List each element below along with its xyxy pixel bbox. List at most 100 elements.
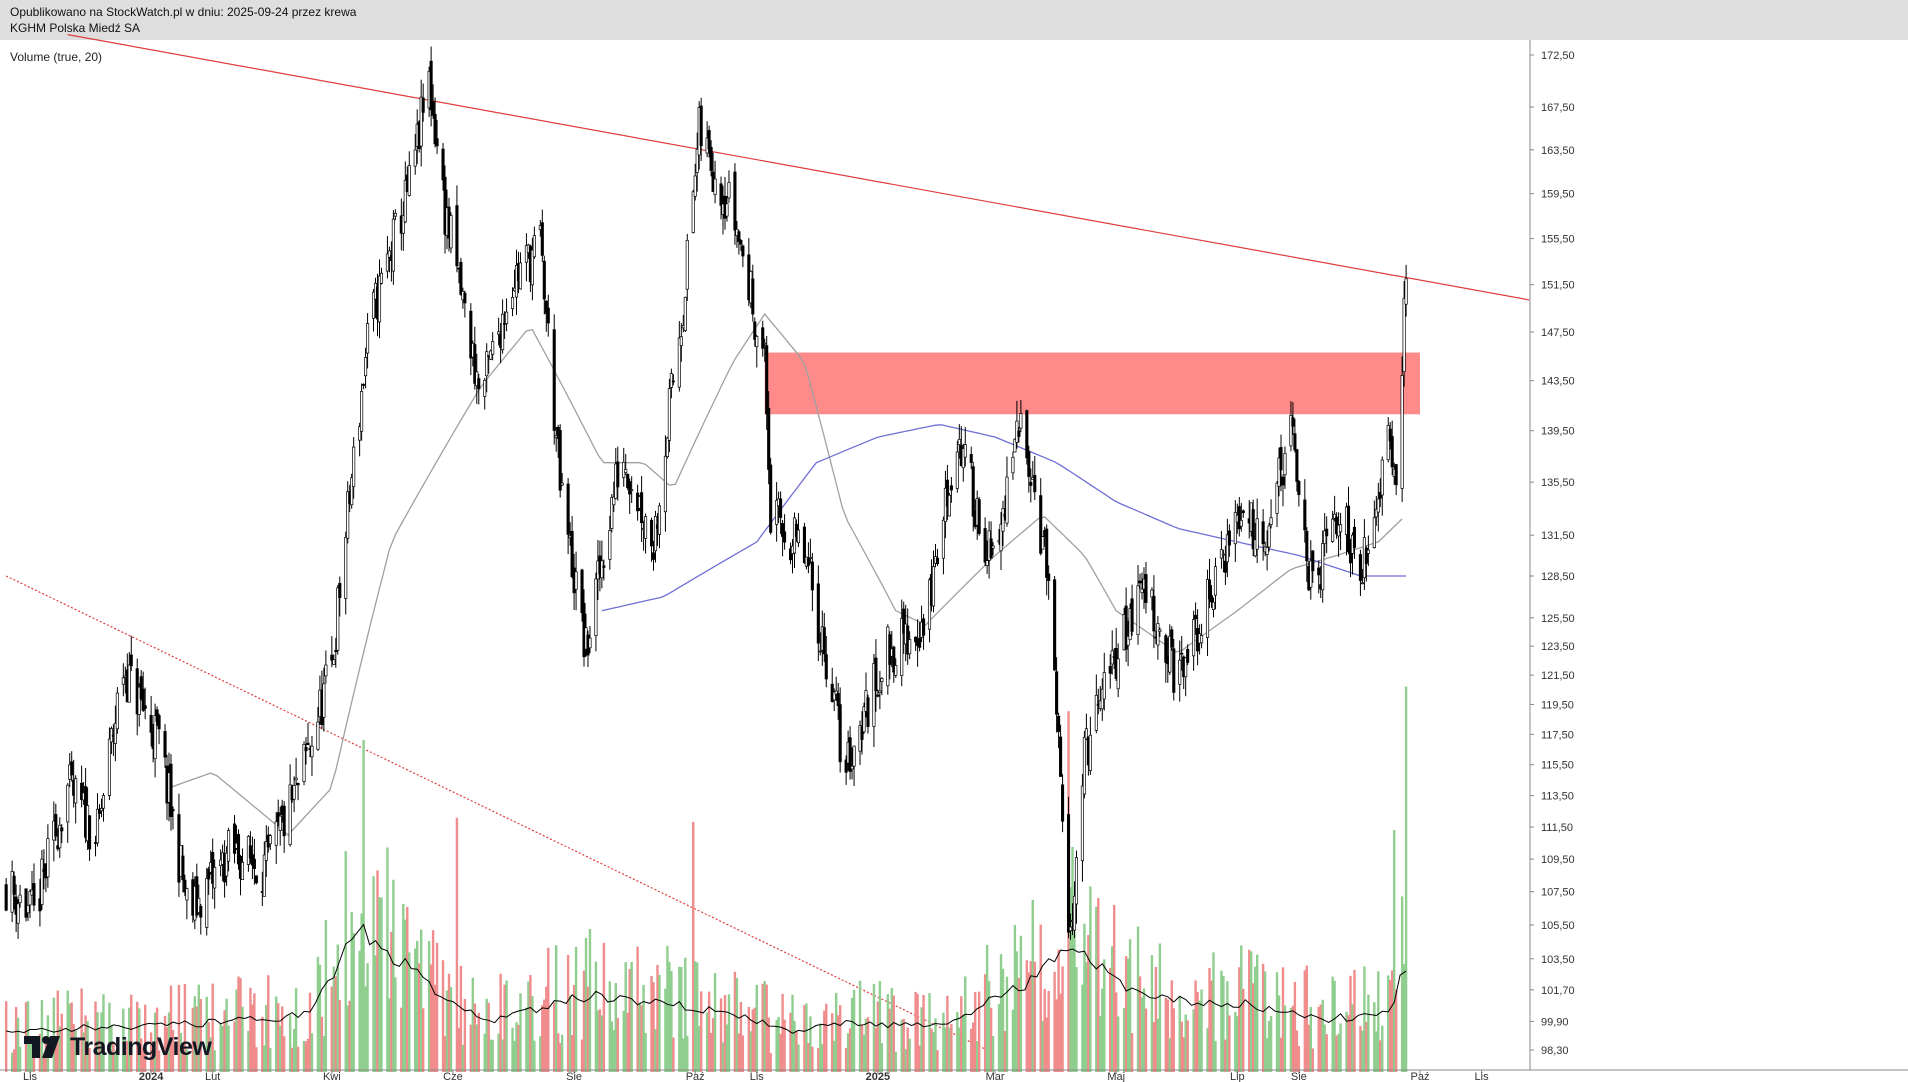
candle-body <box>364 357 368 377</box>
candle-body <box>1084 728 1088 740</box>
volume-bar <box>163 1015 167 1072</box>
candle-body <box>1237 506 1241 530</box>
candle-body <box>344 537 348 599</box>
volume-bar <box>1331 976 1334 1072</box>
volume-bar <box>358 950 361 1072</box>
volume-bar <box>449 987 453 1072</box>
volume-bar <box>807 1043 810 1072</box>
volume-bar <box>1323 1024 1326 1072</box>
volume-bar <box>463 998 467 1072</box>
volume-bar <box>529 975 532 1072</box>
volume-bar <box>124 1039 127 1072</box>
volume-bar <box>1192 1009 1195 1072</box>
candle-body <box>763 342 767 345</box>
chart-header: Opublikowano na StockWatch.pl w dniu: 20… <box>0 0 1908 40</box>
candle-body <box>1116 658 1120 690</box>
volume-bar <box>1154 966 1158 1072</box>
volume-bar <box>600 1015 604 1072</box>
y-tick-label: 117,50 <box>1541 729 1574 741</box>
candle-body <box>769 464 773 533</box>
volume-bar <box>269 1047 272 1072</box>
volume-indicator-label[interactable]: Volume (true, 20) <box>10 50 103 64</box>
volume-bar <box>378 897 381 1072</box>
volume-bar <box>751 1009 754 1072</box>
volume-bar <box>705 1012 709 1072</box>
candle-body <box>1178 659 1182 685</box>
volume-bar <box>155 1007 159 1072</box>
volume-bar <box>221 1026 224 1072</box>
tradingview-logo[interactable]: TradingView <box>24 1032 212 1062</box>
volume-bar <box>636 946 639 1072</box>
y-tick-label: 121,50 <box>1541 670 1575 682</box>
volume-bar <box>406 906 409 1072</box>
volume-bar <box>1081 984 1084 1072</box>
volume-bar <box>1367 994 1370 1072</box>
candle-body <box>852 745 856 767</box>
candle-body <box>262 854 266 897</box>
candle-body <box>1213 566 1218 596</box>
volume-bar <box>1293 981 1297 1072</box>
candle-body <box>624 469 628 473</box>
volume-bar <box>1400 896 1404 1072</box>
volume-bar <box>1027 972 1031 1072</box>
axes-layer: 172,50 167,50 163,50 159,50 155,50 151,50 147,… <box>0 40 1908 1082</box>
volume-bar <box>74 1030 77 1072</box>
candle-body <box>1360 582 1364 585</box>
candle-body <box>1372 517 1376 548</box>
volume-bar <box>560 1034 564 1072</box>
volume-bar <box>765 984 768 1072</box>
volume-bar <box>975 1041 979 1072</box>
volume-bar <box>390 931 393 1072</box>
volume-bar <box>1255 954 1259 1072</box>
candle-body <box>199 905 203 918</box>
volume-bar <box>638 1002 641 1072</box>
volume-bar <box>54 1040 58 1072</box>
y-tick-label: 119,50 <box>1541 699 1574 711</box>
volume-bar <box>414 948 417 1072</box>
candle-body <box>1150 589 1154 598</box>
y-tick-label: 163,50 <box>1541 145 1575 157</box>
volume-bar <box>723 995 727 1072</box>
volume-bar <box>1281 967 1285 1072</box>
candle-body <box>1255 518 1259 550</box>
candle-body <box>332 659 336 665</box>
volume-bar <box>195 1006 198 1072</box>
candle-body <box>552 329 556 431</box>
candle-body <box>129 654 133 667</box>
volume-bar <box>294 988 298 1072</box>
volume-bar <box>672 1037 675 1072</box>
x-tick-label: Lut <box>205 1071 220 1082</box>
volume-bar <box>1124 956 1128 1072</box>
volume-bar <box>775 1019 778 1072</box>
candle-body <box>70 761 74 776</box>
volume-bar <box>253 993 256 1072</box>
volume-bar <box>628 968 631 1072</box>
volume-bar <box>469 1024 473 1072</box>
candle-body <box>310 745 314 758</box>
candle-body <box>667 388 671 441</box>
volume-bar <box>805 1003 808 1072</box>
volume-bar <box>1379 1040 1382 1072</box>
candle-body <box>489 350 493 360</box>
volume-bar <box>1220 970 1223 1072</box>
volume-bar <box>108 1002 111 1072</box>
volume-bar <box>1184 1014 1187 1072</box>
candle-body <box>524 245 528 263</box>
volume-bar <box>1113 904 1116 1072</box>
candle-body <box>663 455 667 513</box>
volume-bar <box>644 1032 647 1072</box>
volume-bar <box>149 1032 153 1072</box>
candle-body <box>1066 814 1071 933</box>
volume-bar <box>1363 966 1366 1072</box>
candle-body <box>1281 476 1285 486</box>
volume-bar <box>10 1052 14 1072</box>
volume-bar <box>835 992 838 1072</box>
candle-body <box>1207 579 1212 600</box>
volume-bar <box>348 1000 351 1072</box>
candle-body <box>848 737 852 772</box>
candle-body <box>713 178 717 195</box>
candle-body <box>1386 425 1390 461</box>
volume-bar <box>1319 1004 1322 1072</box>
candle-body <box>1184 657 1188 678</box>
